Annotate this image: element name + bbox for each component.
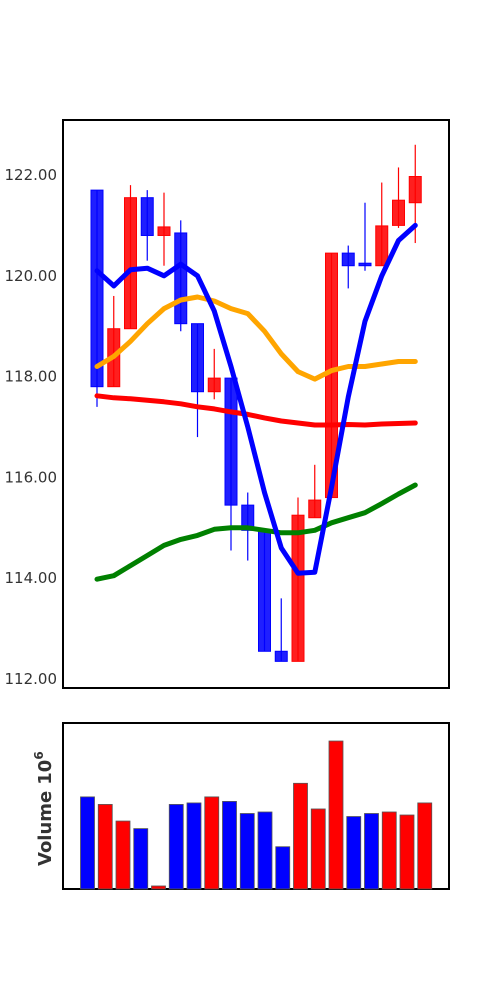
- volume-bar: [257, 811, 273, 890]
- candle-body: [258, 529, 271, 652]
- volume-bar: [186, 802, 202, 890]
- medium-ma-line: [94, 294, 418, 382]
- moving-averages: [94, 222, 418, 582]
- price-plot-frame: [62, 119, 450, 689]
- candle-body: [392, 199, 405, 226]
- candle-body: [274, 650, 288, 662]
- volume-bar: [204, 796, 220, 890]
- y-tick-label: 118.00: [5, 368, 58, 386]
- price-panel: 112.00 114.00 116.00 118.00 120.00 122.00: [5, 119, 450, 689]
- y-tick-label: 120.00: [5, 267, 58, 285]
- volume-bar: [399, 814, 415, 890]
- volume-bar: [239, 813, 255, 890]
- candle-body: [308, 499, 322, 519]
- volume-bar: [97, 804, 113, 890]
- volume-label-exponent: 6: [32, 751, 46, 759]
- volume-bar: [310, 808, 326, 890]
- candle-body: [291, 514, 305, 662]
- candle-body: [174, 232, 188, 325]
- volume-bar: [168, 804, 184, 890]
- candle-body: [124, 197, 137, 330]
- candle-body: [90, 189, 104, 388]
- volume-bar: [381, 811, 397, 890]
- candle-body: [140, 197, 154, 236]
- candle-body: [157, 226, 171, 236]
- y-tick-label: 114.00: [5, 569, 58, 587]
- volume-bar: [115, 820, 131, 890]
- volume-bar: [417, 802, 433, 890]
- volume-bar: [133, 828, 149, 890]
- volume-bar: [222, 801, 237, 890]
- candle-body: [341, 252, 355, 267]
- volume-bars: [80, 740, 433, 890]
- long-ma-line: [94, 482, 418, 582]
- volume-bar: [80, 796, 95, 890]
- volume-bar: [364, 813, 379, 890]
- y-tick-label: 122.00: [5, 166, 58, 184]
- candle-body: [358, 262, 372, 267]
- candle-body: [375, 225, 389, 267]
- volume-axis-label: Volume 106: [32, 751, 56, 866]
- candle-body: [408, 176, 422, 204]
- candle-body: [224, 377, 238, 506]
- volume-bar: [151, 885, 166, 890]
- volume-bar: [275, 846, 291, 890]
- volume-label-text: Volume: [35, 791, 56, 866]
- y-tick-label: 116.00: [5, 468, 58, 486]
- volume-label-base: 10: [35, 760, 56, 785]
- candle-body: [207, 377, 221, 393]
- price-y-axis: 112.00 114.00 116.00 118.00 120.00 122.00: [5, 166, 58, 688]
- volume-panel: Volume 106: [32, 722, 450, 890]
- y-tick-label: 112.00: [5, 670, 58, 688]
- volume-bar: [293, 782, 308, 890]
- volume-bar: [328, 740, 344, 890]
- slow-ma-line: [94, 393, 418, 428]
- candle-body: [191, 323, 204, 393]
- volume-bar: [346, 816, 362, 890]
- fast-ma-line: [94, 222, 418, 576]
